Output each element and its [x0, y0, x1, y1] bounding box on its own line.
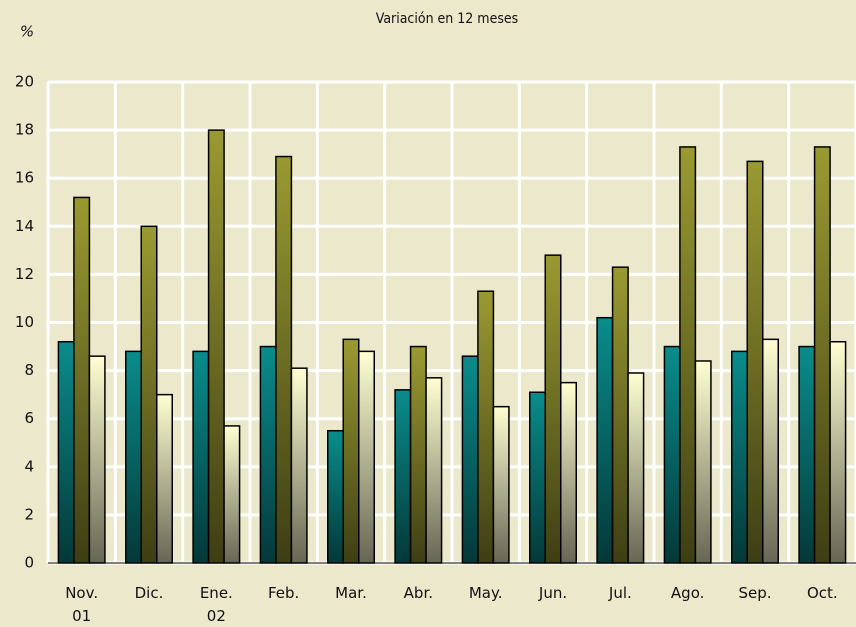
- bar: [358, 351, 375, 563]
- bar: [224, 425, 240, 563]
- y-tick-label: 8: [24, 361, 34, 379]
- x-tick-label: Abr.: [403, 584, 433, 602]
- bar: [493, 406, 509, 563]
- x-tick-label: Jul.: [608, 584, 632, 602]
- bar: [260, 346, 276, 563]
- bar: [327, 430, 344, 563]
- bar: [477, 291, 494, 563]
- y-tick-label: 0: [24, 554, 34, 572]
- x-tick-label: Nov. 01: [65, 584, 99, 625]
- bar: [275, 156, 292, 563]
- bar: [141, 226, 157, 564]
- bar: [664, 346, 680, 563]
- bar: [73, 197, 90, 563]
- y-tick-label: 18: [15, 121, 34, 139]
- bar: [410, 346, 427, 563]
- bar: [426, 377, 442, 563]
- x-tick-label: Mar.: [335, 584, 367, 602]
- bar: [545, 255, 561, 563]
- bar: [612, 267, 629, 563]
- bar: [679, 146, 696, 563]
- bar: [731, 351, 748, 563]
- bar: [291, 368, 307, 563]
- bar: [89, 356, 105, 563]
- x-tick-label: Jun.: [538, 584, 568, 602]
- y-tick-label: 6: [24, 409, 34, 427]
- y-tick-label: 16: [15, 169, 34, 187]
- bar: [208, 130, 225, 563]
- y-tick-label: 10: [15, 313, 34, 331]
- bar: [529, 392, 546, 563]
- bar: [156, 394, 173, 563]
- x-tick-label: May.: [468, 584, 503, 602]
- bar: [830, 341, 846, 563]
- x-tick-label: Ene. 02: [199, 584, 233, 625]
- bar: [695, 360, 711, 563]
- bar: [343, 339, 359, 563]
- y-tick-label: 12: [15, 265, 34, 283]
- bar: [125, 351, 142, 563]
- bar: [628, 373, 644, 563]
- bar: [193, 351, 209, 563]
- bar: [58, 341, 74, 563]
- bar: [799, 346, 815, 563]
- y-tick-label: 20: [15, 73, 34, 91]
- x-tick-label: Sep.: [738, 584, 772, 602]
- y-tick-label: 2: [24, 505, 34, 523]
- x-tick-label: Ago.: [670, 584, 705, 602]
- y-tick-label: 14: [15, 217, 34, 235]
- bar: [462, 356, 478, 563]
- x-tick-label: Feb.: [267, 584, 300, 602]
- y-axis-label: %: [20, 23, 34, 41]
- chart-title: Variación en 12 meses: [376, 11, 518, 27]
- bar: [762, 339, 779, 563]
- bar: [747, 161, 763, 564]
- x-tick-label: Dic.: [134, 584, 164, 602]
- x-tick-label: Oct.: [806, 584, 838, 602]
- bar: [395, 389, 411, 563]
- bar: [814, 146, 831, 563]
- y-tick-label: 4: [24, 457, 34, 475]
- bar: [597, 317, 613, 563]
- bar: [560, 382, 577, 563]
